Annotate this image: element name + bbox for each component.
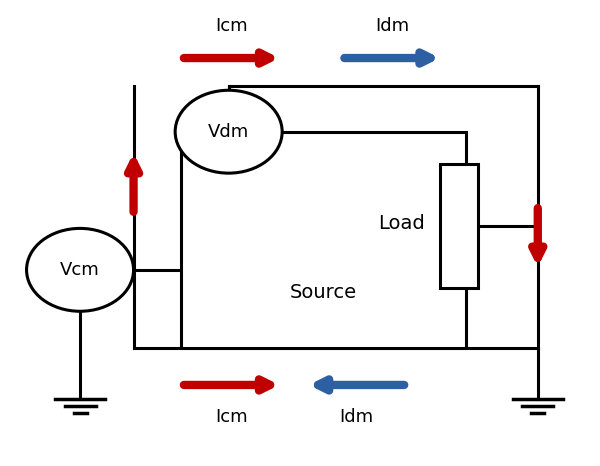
Bar [440,164,478,288]
Text: Vdm: Vdm [208,123,249,141]
Text: Vcm: Vcm [60,261,100,279]
Text: Source: Source [290,283,358,302]
Text: Icm: Icm [215,17,248,35]
Circle shape [175,90,282,173]
Circle shape [26,228,134,311]
Text: Idm: Idm [375,17,409,35]
Text: Icm: Icm [215,408,248,426]
Text: Load: Load [377,214,424,233]
Text: Idm: Idm [340,408,374,426]
Bar [181,132,466,348]
